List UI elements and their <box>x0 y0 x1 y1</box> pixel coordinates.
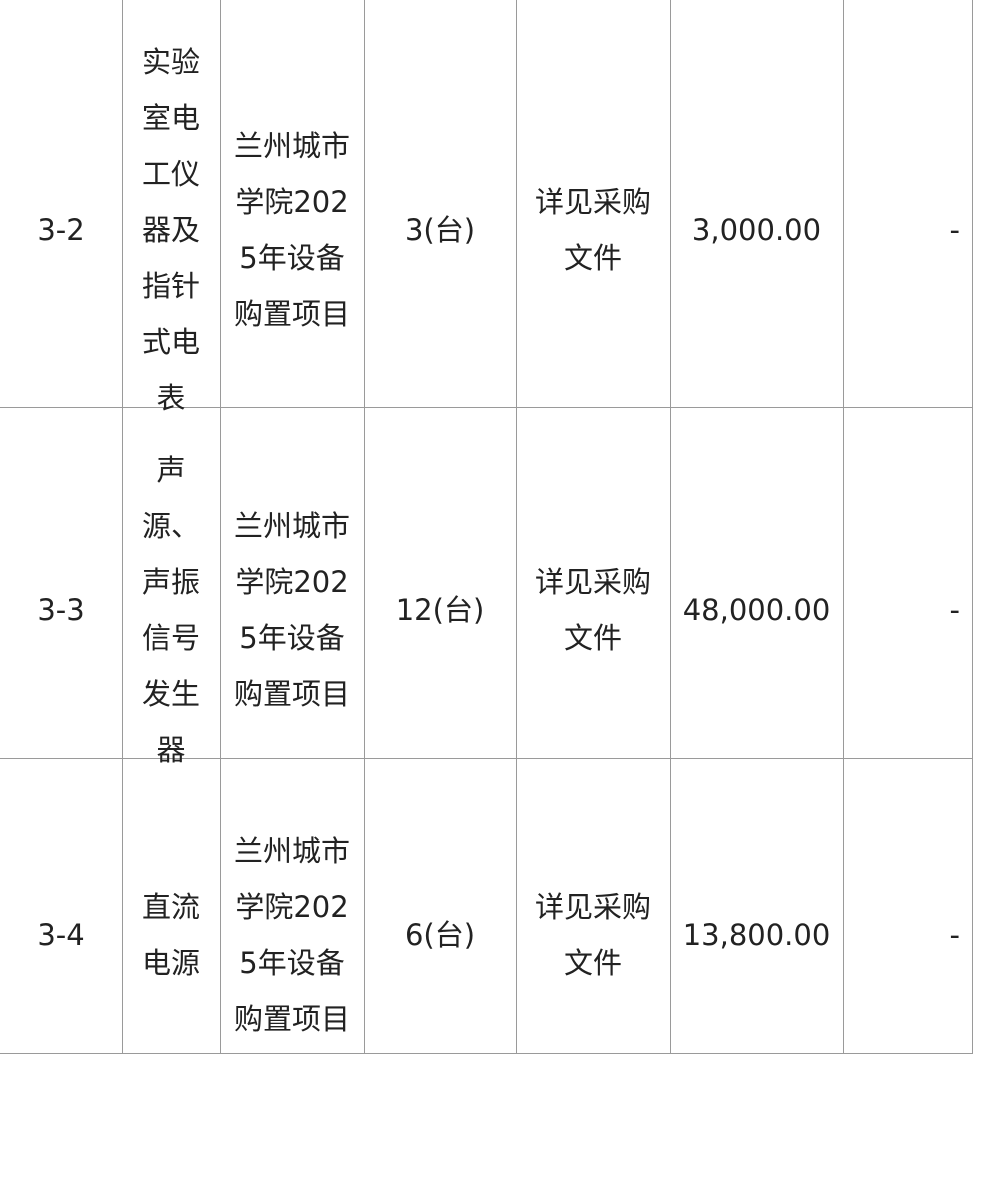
cell-note: - <box>949 213 960 247</box>
cell-name: 实验室电工仪器及指针式电表 <box>141 45 200 415</box>
cell-name: 直流电源 <box>141 890 200 980</box>
table: 项目 3-2实验室电工仪器及指针式电表兰州城市学院2025年设备购置项目3(台)… <box>0 0 973 1054</box>
cell-fragment: 项目 <box>220 0 364 14</box>
column-border <box>122 0 123 1054</box>
cell-note: - <box>949 593 960 627</box>
cell-project: 兰州城市学院2025年设备购置项目 <box>233 834 350 1036</box>
column-border <box>516 0 517 1054</box>
column-border <box>220 0 221 1054</box>
column-border <box>843 0 844 1054</box>
cell-id: 3-4 <box>37 918 85 952</box>
cell-spec: 详见采购文件 <box>534 565 651 655</box>
row-border <box>0 1053 973 1054</box>
cell-spec: 详见采购文件 <box>534 890 651 980</box>
cell-note: - <box>949 918 960 952</box>
cell-quantity: 3(台) <box>404 213 476 247</box>
cell-project: 兰州城市学院2025年设备购置项目 <box>233 129 350 331</box>
cell-id: 3-2 <box>37 213 85 247</box>
column-border <box>972 0 973 1054</box>
cell-name: 声源、声振信号发生器 <box>141 453 200 767</box>
cell-amount: 3,000.00 <box>691 213 822 247</box>
row-border <box>0 407 973 408</box>
cell-amount: 48,000.00 <box>682 593 831 627</box>
cell-amount: 13,800.00 <box>682 918 831 952</box>
cell-quantity: 12(台) <box>395 593 485 627</box>
cell-id: 3-3 <box>37 593 85 627</box>
cell-quantity: 6(台) <box>404 918 476 952</box>
column-border <box>364 0 365 1054</box>
cell-spec: 详见采购文件 <box>534 185 651 275</box>
column-border <box>670 0 671 1054</box>
cell-project: 兰州城市学院2025年设备购置项目 <box>233 509 350 711</box>
row-border <box>0 758 973 759</box>
page: {"table": { "top_fragment": "项目", "rows"… <box>0 0 973 1054</box>
